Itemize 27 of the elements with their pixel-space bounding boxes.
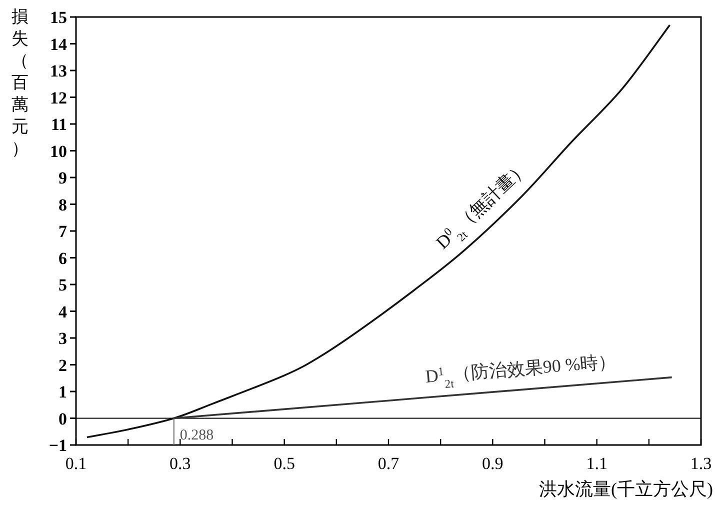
y-tick-label: 13 — [50, 62, 67, 80]
x-tick-label: 0.9 — [482, 454, 504, 473]
y-axis-title: 損失（百萬元） — [12, 7, 28, 158]
x-tick-label: 1.3 — [690, 454, 712, 473]
y-tick-label: 4 — [58, 302, 68, 322]
y-tick-label: 8 — [58, 195, 67, 214]
annotation: 0.288 — [180, 427, 214, 444]
y-tick-label: 12 — [50, 88, 67, 108]
y-tick-label: 11 — [50, 115, 67, 134]
y-tick-label: 3 — [58, 329, 67, 348]
y-tick-label: 15 — [50, 8, 67, 27]
y-tick-label: 5 — [58, 276, 67, 294]
x-tick-label: 0.1 — [65, 454, 87, 473]
x-tick-label: 0.3 — [170, 454, 191, 473]
y-tick-label: −1 — [48, 436, 67, 455]
y-tick-label: 6 — [58, 248, 67, 268]
y-tick-label: 2 — [58, 356, 67, 375]
x-tick-label: 1.1 — [586, 454, 608, 473]
x-axis-title: 洪水流量(千立方公尺) — [539, 479, 713, 499]
y-tick-label: 0 — [58, 409, 67, 428]
y-tick-label: 9 — [58, 168, 67, 188]
y-tick-label: 10 — [50, 142, 67, 161]
x-tick-label: 0.5 — [274, 454, 295, 473]
y-tick-label: 7 — [58, 222, 68, 241]
y-tick-label: 14 — [50, 34, 68, 54]
y-tick-label: 1 — [58, 382, 67, 402]
x-tick-label: 0.7 — [378, 454, 400, 473]
